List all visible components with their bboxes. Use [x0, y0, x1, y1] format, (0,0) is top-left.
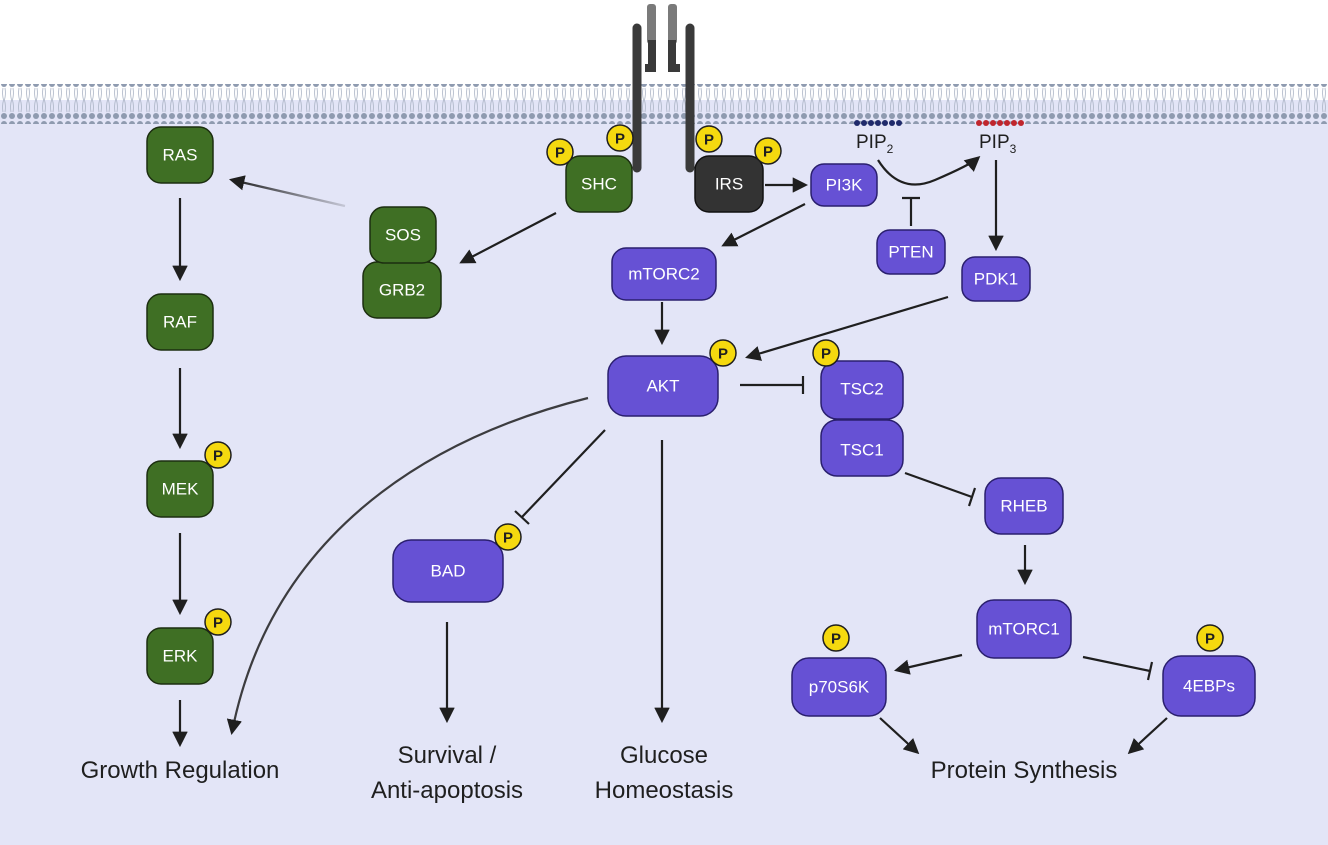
node-irs: IRS [694, 155, 764, 213]
node-tsc1-label: TSC1 [840, 441, 883, 460]
phospho-badge-mek: P [204, 441, 232, 469]
phospho-badge-tsc2: P [812, 339, 840, 367]
phospho-badge-shc-1: P [546, 138, 574, 166]
phospho-label: P [718, 346, 728, 363]
inhibit-akt-bad [521, 429, 606, 518]
node-pi3k: PI3K [810, 163, 878, 207]
inhibit-tsc-rheb-bar [967, 487, 977, 507]
phospho-label: P [615, 131, 625, 148]
phospho-label: P [1205, 631, 1215, 648]
phospho-label: P [213, 448, 223, 465]
arrow-akt-growth [226, 396, 589, 736]
phospho-badges: P P P P P P P P [204, 124, 1224, 652]
node-raf: RAF [146, 293, 214, 351]
node-tsc1: TSC1 [820, 419, 904, 477]
inhibit-mtorc1-4ebps-bar [1146, 661, 1154, 681]
node-akt-label: AKT [646, 377, 679, 396]
arrow-pdk1-akt [745, 295, 949, 361]
phospho-badge-irs-2: P [754, 137, 782, 165]
receptor [632, 4, 695, 173]
node-4ebps: 4EBPs [1162, 655, 1256, 717]
arrow-mtorc1-p70s6k [893, 653, 963, 675]
pip2-headgroups [854, 120, 902, 126]
inhibit-akt-bad-bar [514, 510, 530, 525]
node-mtorc1-label: mTORC1 [988, 620, 1059, 639]
outcome-survival-line2: Anti-apoptosis [371, 777, 523, 804]
pip3-base: PIP [979, 132, 1010, 153]
node-tsc2: TSC2 [820, 360, 904, 420]
node-pten: PTEN [876, 229, 946, 275]
outcome-glucose-line2: Homeostasis [595, 777, 734, 804]
node-mek: MEK [146, 460, 214, 518]
node-shc: SHC [565, 155, 633, 213]
inhibit-tsc-rheb [904, 471, 973, 499]
node-grb2: GRB2 [362, 261, 442, 319]
phospho-label: P [555, 145, 565, 162]
pip3-headgroups [976, 120, 1024, 126]
outcome-glucose-line1: Glucose [620, 742, 708, 769]
phospho-badge-erk: P [204, 608, 232, 636]
node-p70s6k-label: p70S6K [809, 678, 870, 697]
node-pi3k-label: PI3K [826, 176, 864, 195]
arrow-shc-grb2 [459, 212, 557, 264]
inhibit-mtorc1-4ebps [1082, 655, 1151, 673]
node-p70s6k: p70S6K [791, 657, 887, 717]
node-bad: BAD [392, 539, 504, 603]
phospho-label: P [821, 346, 831, 363]
node-mtorc2: mTORC2 [611, 247, 717, 301]
node-raf-label: RAF [163, 313, 197, 332]
node-ras-label: RAS [163, 146, 198, 165]
outcome-growth-regulation: Growth Regulation [81, 757, 280, 784]
node-rheb: RHEB [984, 477, 1064, 535]
phospho-label: P [213, 615, 223, 632]
pip2-label: PIP2 [856, 132, 894, 156]
arrow-sos-ras [228, 175, 346, 208]
node-rheb-label: RHEB [1000, 497, 1047, 516]
node-bad-label: BAD [431, 562, 466, 581]
pip2-base: PIP [856, 132, 887, 153]
phospho-label: P [704, 132, 714, 149]
node-akt: AKT [607, 355, 719, 417]
pip3-label: PIP3 [979, 132, 1017, 156]
phospho-badge-shc-2: P [606, 124, 634, 152]
node-mtorc1: mTORC1 [976, 599, 1072, 659]
node-pdk1-label: PDK1 [974, 270, 1018, 289]
outcome-survival-line1: Survival / [398, 742, 497, 769]
phospho-label: P [763, 144, 773, 161]
node-mek-label: MEK [162, 480, 200, 499]
edges [172, 155, 1168, 755]
pip2-subscript: 2 [887, 142, 894, 156]
phospho-label: P [831, 631, 841, 648]
arrow-pi3k-mtorc2 [721, 203, 806, 247]
arrow-p70s6k-protein [879, 717, 920, 755]
node-grb2-label: GRB2 [379, 281, 425, 300]
node-erk-label: ERK [163, 647, 199, 666]
node-pdk1: PDK1 [961, 256, 1031, 302]
node-shc-label: SHC [581, 175, 617, 194]
node-ras: RAS [146, 126, 214, 184]
outcome-protein-synthesis: Protein Synthesis [931, 757, 1118, 784]
node-sos-label: SOS [385, 226, 421, 245]
arrow-pip2-pip3 [877, 155, 981, 186]
phospho-badge-akt: P [709, 339, 737, 367]
node-sos: SOS [369, 206, 437, 264]
arrow-4ebps-protein [1127, 717, 1168, 755]
phospho-label: P [503, 530, 513, 547]
phospho-badge-4ebps: P [1196, 624, 1224, 652]
cell-membrane [0, 84, 1328, 124]
node-erk: ERK [146, 627, 214, 685]
node-4ebps-label: 4EBPs [1183, 677, 1235, 696]
pip3-subscript: 3 [1010, 142, 1017, 156]
phospho-badge-p70s6k: P [822, 624, 850, 652]
node-tsc2-label: TSC2 [840, 380, 883, 399]
node-mtorc2-label: mTORC2 [628, 265, 699, 284]
node-pten-label: PTEN [888, 243, 933, 262]
phospho-badge-bad: P [494, 523, 522, 551]
phospho-badge-irs-1: P [695, 125, 723, 153]
node-irs-label: IRS [715, 175, 743, 194]
